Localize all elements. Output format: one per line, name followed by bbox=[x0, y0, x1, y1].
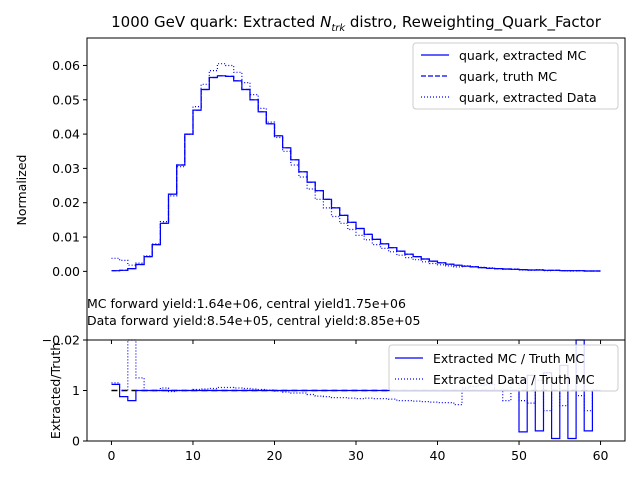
x-ticks: 0 10 20 30 40 50 60 bbox=[107, 340, 609, 463]
xtick-label: 10 bbox=[185, 448, 201, 463]
title-suffix: distro, Reweighting_Quark_Factor bbox=[345, 13, 602, 32]
title-var-sub: trk bbox=[331, 23, 346, 34]
legend-label-ratio-mc: Extracted MC / Truth MC bbox=[433, 351, 584, 366]
main-ytick-label: 0.01 bbox=[52, 230, 80, 245]
title-var-main: N bbox=[320, 13, 331, 31]
xtick-label: 50 bbox=[511, 448, 527, 463]
legend-label-extracted-mc: quark, extracted MC bbox=[459, 48, 587, 63]
main-ytick-label: 0.00 bbox=[52, 264, 80, 279]
legend-label-truth-mc: quark, truth MC bbox=[459, 69, 557, 84]
main-legend: quark, extracted MC quark, truth MC quar… bbox=[412, 42, 619, 110]
ratio-panel: 01 0 10 20 30 40 50 60 Extracted MC / Truth MC… bbox=[72, 339, 626, 463]
main-series-group bbox=[111, 63, 601, 272]
main-ytick-label: 0.02 bbox=[52, 195, 80, 210]
main-y-ticks: −0.02 0.00 0.01 0.02 0.03 0.04 0.05 0.06 bbox=[42, 58, 87, 348]
ratio-series-line-1 bbox=[111, 339, 601, 412]
main-series-line-2 bbox=[111, 63, 601, 272]
legend-label-extracted-data: quark, extracted Data bbox=[459, 90, 597, 105]
main-ytick-label: 0.05 bbox=[52, 92, 80, 107]
main-ytick-label: 0.03 bbox=[52, 161, 80, 176]
ratio-ytick-label: 0 bbox=[72, 434, 80, 449]
xtick-label: 20 bbox=[267, 448, 283, 463]
chart-title: 1000 GeV quark: Extracted Ntrk distro, R… bbox=[111, 13, 602, 34]
xtick-label: 40 bbox=[430, 448, 446, 463]
main-ylabel: Normalized bbox=[14, 155, 29, 226]
ratio-ytick-label: 1 bbox=[72, 383, 80, 398]
mc-yield-annotation: MC forward yield:1.64e+06, central yield… bbox=[87, 296, 406, 311]
legend-label-ratio-data: Extracted Data / Truth MC bbox=[433, 372, 595, 387]
ratio-legend: Extracted MC / Truth MC Extracted Data /… bbox=[388, 344, 619, 392]
xtick-label: 30 bbox=[348, 448, 364, 463]
main-panel: −0.02 0.00 0.01 0.02 0.03 0.04 0.05 0.06 MC for… bbox=[42, 37, 626, 348]
xtick-label: 60 bbox=[593, 448, 609, 463]
main-ytick-label: 0.06 bbox=[52, 58, 80, 73]
ratio-ylabel: Extracted/Truth bbox=[48, 343, 63, 439]
xtick-label: 0 bbox=[107, 448, 115, 463]
ratio-frame bbox=[86, 339, 626, 442]
title-prefix: 1000 GeV quark: Extracted bbox=[111, 13, 320, 31]
ratio-y-ticks: 01 bbox=[72, 339, 87, 449]
main-ytick-label: −0.02 bbox=[42, 333, 80, 348]
data-yield-annotation: Data forward yield:8.54e+05, central yie… bbox=[87, 313, 420, 328]
main-ytick-label: 0.04 bbox=[52, 127, 80, 142]
